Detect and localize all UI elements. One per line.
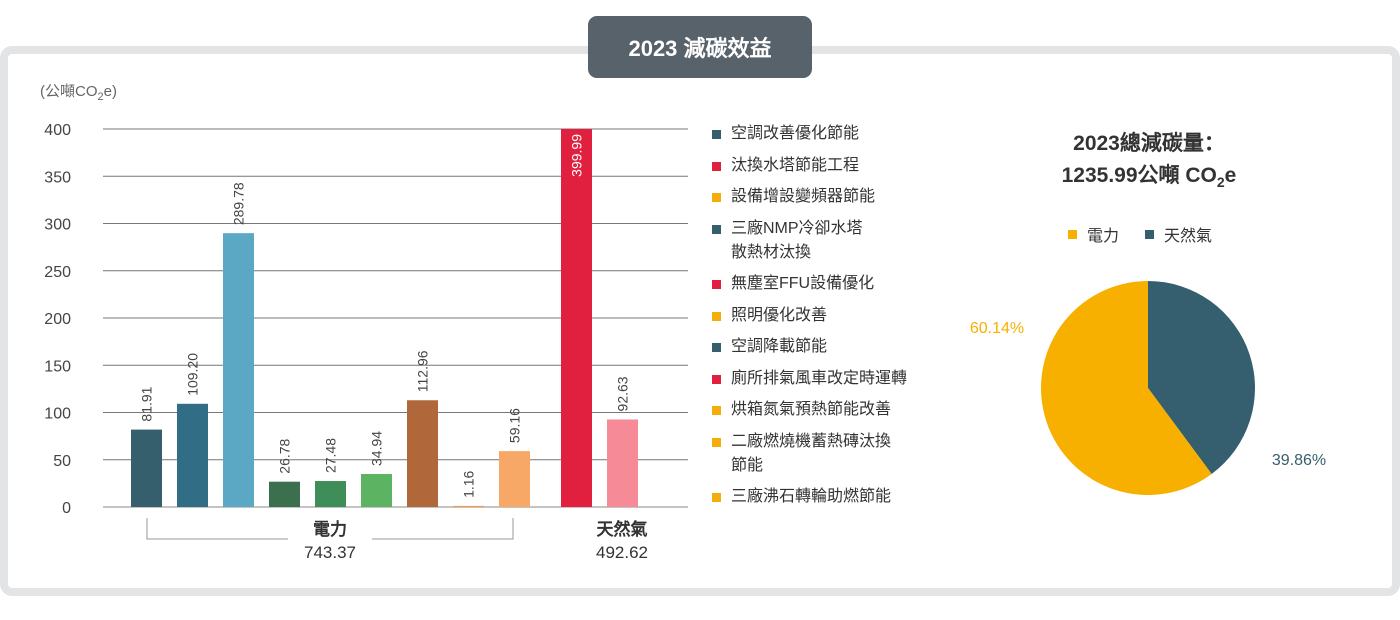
y-tick-label: 50 — [53, 453, 71, 470]
bar-value-label: 81.91 — [139, 386, 155, 421]
total-reduction-title: 2023總減碳量： 1235.99公噸 CO2e — [1010, 128, 1288, 198]
pie-percentage-labels: 60.14% 39.86% — [970, 320, 1326, 469]
bracket-label-background — [288, 530, 372, 548]
legend-swatch — [1145, 229, 1155, 239]
legend-swatch — [712, 130, 721, 139]
total-title-line-1: 2023總減碳量： — [1073, 132, 1225, 155]
pie-label-power: 60.14% — [970, 320, 1024, 337]
legend-swatch — [712, 311, 721, 321]
y-tick-label: 400 — [44, 122, 71, 139]
bar-value-label: 27.48 — [323, 438, 339, 473]
bar — [499, 451, 530, 507]
pie-legend: 電力 天然氣 — [1068, 222, 1212, 246]
bar — [361, 473, 392, 507]
bar — [131, 429, 162, 507]
legend-swatch — [712, 280, 721, 289]
y-tick-label: 350 — [44, 169, 71, 186]
group-total-power: 743.37 — [304, 543, 356, 562]
legend-item: 汰換水塔節能工程 — [712, 154, 952, 178]
pie-legend-label: 電力 — [1087, 228, 1120, 245]
pie-slice — [1148, 281, 1255, 475]
total-title-line-2: 1235.99公噸 CO2e — [1061, 164, 1237, 191]
page-title-text: 2023 減碳效益 — [628, 36, 772, 61]
legend-item: 照明優化改善 — [712, 304, 952, 328]
bar-value-label: 109.20 — [185, 353, 201, 396]
legend-swatch — [712, 374, 721, 384]
y-tick-label: 200 — [44, 311, 71, 328]
legend-label: 三廠NMP冷卻水塔 散熱材汰換 — [731, 219, 863, 261]
group-label-power: 電力 — [313, 519, 347, 539]
legend-item: 無塵室FFU設備優化 — [712, 272, 952, 296]
legend-label: 二廠燃燒機蓄熱磚汰換 節能 — [731, 432, 892, 474]
legend-swatch — [712, 493, 721, 502]
bar-legend: 空調改善優化節能 汰換水塔節能工程 設備增設變頻器節能三廠NMP冷卻水塔 散熱材汰換無… — [712, 122, 952, 517]
legend-swatch — [712, 193, 721, 202]
bar-value-label: 1.16 — [461, 470, 477, 497]
bar — [453, 505, 484, 507]
legend-label: 烘箱氮氣預熱節能改善 — [731, 401, 892, 418]
bar-value-label: 92.63 — [615, 376, 631, 411]
bar-value-label: 26.78 — [277, 438, 293, 473]
pie-legend-label: 天然氣 — [1164, 228, 1213, 245]
pie-legend-item: 電力 — [1068, 222, 1119, 246]
legend-item: 二廠燃燒機蓄熱磚汰換 節能 — [712, 430, 952, 478]
legend-swatch — [712, 406, 721, 415]
bar-value-label: 59.16 — [507, 408, 523, 443]
bars — [131, 129, 638, 507]
legend-label: 廁所排氣風車改定時運轉 — [731, 369, 908, 387]
bar — [315, 481, 346, 507]
legend-item: 廁所排氣風車改定時運轉 — [712, 367, 952, 391]
y-tick-label: 0 — [62, 500, 71, 517]
legend-swatch — [712, 224, 721, 234]
group-total-gas: 492.62 — [596, 543, 648, 562]
legend-label: 三廠沸石轉輪助燃節能 — [731, 488, 892, 505]
legend-label: 汰換水塔節能工程 — [731, 156, 860, 174]
legend-label: 空調降載節能 — [731, 338, 828, 355]
pie-slice — [1041, 281, 1212, 495]
bar — [561, 129, 592, 507]
y-tick-label: 100 — [44, 406, 71, 423]
legend-label: 設備增設變頻器節能 — [731, 188, 876, 205]
y-tick-label: 150 — [44, 358, 71, 375]
legend-item: 設備增設變頻器節能 — [712, 185, 952, 209]
bar — [177, 403, 208, 507]
legend-swatch — [712, 343, 721, 352]
legend-item: 空調降載節能 — [712, 335, 952, 359]
legend-item: 三廠NMP冷卻水塔 散熱材汰換 — [712, 217, 952, 265]
bar-value-labels: 81.91 109.20 289.78 26.78 27.48 34.94 112.96 1.… — [139, 134, 631, 498]
bar — [407, 400, 438, 507]
y-tick-label: 250 — [44, 264, 71, 281]
bar — [607, 419, 638, 507]
legend-item: 空調改善優化節能 — [712, 122, 952, 146]
legend-label: 無塵室FFU設備優化 — [731, 275, 875, 292]
y-axis-unit-label: (公噸CO2e) — [40, 83, 117, 103]
legend-swatch — [712, 437, 721, 447]
legend-item: 三廠沸石轉輪助燃節能 — [712, 485, 952, 509]
page-title: 2023 減碳效益 — [588, 16, 812, 78]
y-tick-labels: 400 350 300 250 200 150 100 50 0 — [44, 122, 71, 517]
legend-swatch — [712, 161, 721, 171]
bar-value-label: 34.94 — [369, 431, 385, 466]
group-label-gas: 天然氣 — [597, 519, 648, 539]
legend-label: 照明優化改善 — [731, 306, 828, 324]
bar-value-label: 399.99 — [569, 134, 585, 177]
bar — [269, 481, 300, 507]
legend-swatch — [1068, 229, 1077, 239]
pie-legend-item: 天然氣 — [1145, 222, 1212, 246]
legend-item: 烘箱氮氣預熱節能改善 — [712, 398, 952, 422]
bar-value-label: 289.78 — [231, 182, 247, 225]
bar-value-label: 112.96 — [415, 350, 431, 392]
y-tick-label: 300 — [44, 217, 71, 234]
bar — [223, 233, 254, 507]
pie-chart — [1041, 281, 1255, 495]
legend-label: 空調改善優化節能 — [731, 125, 860, 142]
pie-label-gas: 39.86% — [1272, 452, 1326, 469]
